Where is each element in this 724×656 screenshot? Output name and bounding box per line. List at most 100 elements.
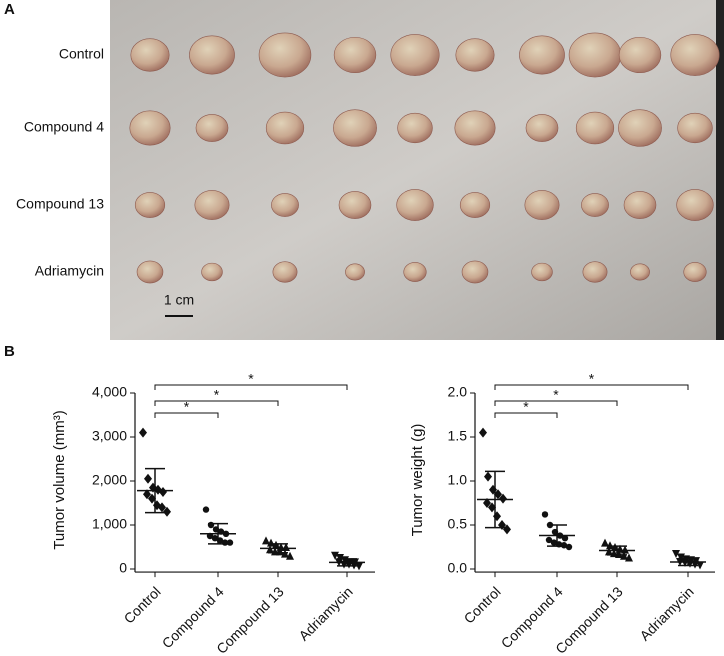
y-tick-label: 0.0 [448,560,468,576]
tumor [338,191,372,219]
point [336,554,344,562]
point [550,539,558,546]
tumor [136,260,164,284]
tumor [390,34,440,76]
row-label: Adriamycin [35,263,104,279]
y-tick-label: 2.0 [448,384,468,400]
tumor [130,38,170,72]
tumor [333,36,377,74]
point [606,541,614,550]
row-label: Compound 4 [24,119,104,135]
tumor [670,34,720,76]
point [479,427,487,438]
point [207,521,215,529]
point [620,551,628,560]
panel-label: B [4,343,15,360]
point [565,543,573,551]
significance-bracket [494,412,558,418]
point [202,506,210,513]
y-tick-label: 1.5 [448,428,468,444]
point [672,550,680,559]
point [158,502,166,513]
scale-label: 1 cm [164,292,194,308]
tumor [623,191,657,219]
y-tick-label: 0.5 [448,516,468,532]
point [625,553,633,562]
tumor [568,32,622,78]
point [144,473,152,484]
point [143,489,151,500]
point [499,493,507,504]
tumor [524,190,560,220]
error-bar [268,543,288,554]
error-bar [547,524,567,547]
tumor [194,190,230,220]
tumor [195,114,229,142]
tumor [397,112,433,144]
significance-label: * [523,399,529,415]
point [211,535,219,542]
significance-label: * [553,387,559,403]
tumor [403,262,427,282]
error-bar [208,522,228,545]
tumor [272,261,298,283]
tumor [396,189,434,221]
tumor [333,109,377,147]
point [266,545,274,554]
point [601,538,609,547]
tumor [525,114,559,142]
point [483,498,491,508]
tumor [531,262,553,282]
y-tick-label: 1.0 [448,472,468,488]
y-axis-label: Tumor weight (g) [409,424,426,537]
significance-bracket [154,384,348,390]
tumor [618,36,662,74]
point [286,551,294,560]
y-tick-label: 1,000 [92,516,127,532]
point [541,511,549,518]
tumor [265,111,305,145]
point [488,502,496,513]
point [331,551,339,560]
tumors [129,32,720,284]
tumor [575,111,615,145]
y-tick-label: 2,000 [92,472,127,488]
error-bar [485,470,505,529]
photo-edge [716,0,724,340]
point [621,545,629,554]
x-tick-label: Control [121,583,164,626]
significance-label: * [589,371,595,387]
row-label: Control [59,46,104,62]
tumor [258,32,312,78]
point [493,511,501,522]
y-axis-label: Tumor volume (mm³) [51,410,68,549]
tumor [461,260,489,284]
tumor [134,192,166,218]
point [494,489,502,500]
significance-label: * [184,399,190,415]
error-bar [607,545,627,556]
tumor [201,262,223,282]
x-tick-label: Adriamycin [636,583,696,643]
point [262,536,270,545]
point [696,561,704,570]
tumor [454,110,496,146]
y-tick-label: 4,000 [92,384,127,400]
tumor [129,110,171,146]
point [163,506,171,517]
error-bar [145,467,165,514]
error-bar [678,557,698,567]
tumor [345,263,365,281]
point [148,493,156,504]
point [615,550,623,559]
point [561,535,569,542]
point [545,536,553,544]
tumor [581,193,609,217]
tumor [189,35,235,75]
error-bar [337,558,357,567]
significance-bracket [494,400,618,406]
x-tick-label: Control [461,583,504,626]
tumor [582,261,608,283]
point [226,539,234,546]
